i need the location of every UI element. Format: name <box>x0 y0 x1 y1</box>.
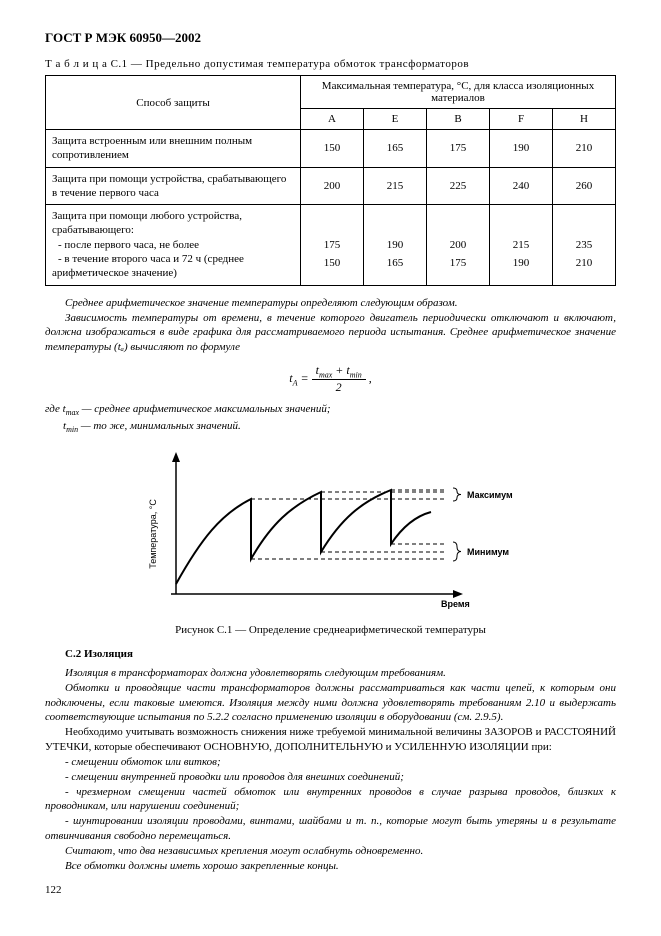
chart-caption: Рисунок С.1 — Определение среднеарифмети… <box>45 624 616 636</box>
v: 210 <box>559 257 609 269</box>
cell: 200 <box>301 167 364 205</box>
cell: 225 <box>427 167 490 205</box>
temperature-table: Способ защиты Максимальная температура, … <box>45 75 616 286</box>
cell: 175 <box>427 130 490 168</box>
f-tail: , <box>366 371 372 385</box>
c2-p2: Обмотки и проводящие части трансформатор… <box>45 681 616 726</box>
svg-text:Минимум: Минимум <box>467 547 509 557</box>
v: 190 <box>496 257 546 269</box>
cell: 240 <box>490 167 553 205</box>
cell: 200 175 <box>427 205 490 285</box>
temperature-chart-svg: Температура, °С Время Максимум Минимум <box>141 444 521 614</box>
col-method: Способ защиты <box>46 76 301 130</box>
cell: 235 210 <box>553 205 616 285</box>
v: 150 <box>307 257 357 269</box>
doc-id: ГОСТ Р МЭК 60950—2002 <box>45 30 616 46</box>
class-e: E <box>364 109 427 130</box>
v: 175 <box>433 257 483 269</box>
cell: 175 150 <box>301 205 364 285</box>
f-plus: + <box>332 363 346 377</box>
formula: tA = tmax + tmin2 , <box>45 363 616 395</box>
v: 190 <box>370 239 420 251</box>
f-s2: min <box>350 370 362 379</box>
c2-p4: Считают, что два независимых крепления м… <box>45 844 616 859</box>
row3-sub1: - после первого часа, не более <box>58 239 199 251</box>
para-avg-desc: Зависимость температуры от времени, в те… <box>45 311 616 356</box>
c2-li2: - смещении внутренней проводки или прово… <box>45 770 616 785</box>
c2-p3: Необходимо учитывать возможность снижени… <box>45 725 616 755</box>
row3-sub2: - в течение второго часа и 72 ч (среднее… <box>52 253 244 279</box>
cell: 165 <box>364 130 427 168</box>
v: 235 <box>559 239 609 251</box>
class-a: A <box>301 109 364 130</box>
class-f: F <box>490 109 553 130</box>
cell: 210 <box>553 130 616 168</box>
v: 165 <box>370 257 420 269</box>
v: 175 <box>307 239 357 251</box>
page-number: 122 <box>45 884 616 896</box>
w1a: где t <box>45 403 66 415</box>
chart: Температура, °С Время Максимум Минимум <box>45 444 616 619</box>
where-2: tmin — то же, минимальных значений. <box>63 420 616 434</box>
cell: 215 190 <box>490 205 553 285</box>
c2-p1: Изоляция в трансформаторах должна удовле… <box>45 666 616 681</box>
w2b: — то же, минимальных значений. <box>78 420 241 432</box>
section-c2-heading: С.2 Изоляция <box>65 648 616 660</box>
row1-label: Защита встроенным или внешним полным соп… <box>46 130 301 168</box>
f-s1: max <box>319 370 332 379</box>
table-row: Защита при помощи любого устройства, сра… <box>46 205 616 285</box>
para-avg-intro: Среднее арифметическое значение температ… <box>45 296 616 311</box>
c2-li4: - шунтировании изоляции проводами, винта… <box>45 814 616 844</box>
cell: 150 <box>301 130 364 168</box>
w2s: min <box>66 425 78 434</box>
where-1: где tmax — среднее арифметическое максим… <box>45 403 616 417</box>
v: 215 <box>496 239 546 251</box>
row2-label: Защита при помощи устройства, срабатываю… <box>46 167 301 205</box>
table-caption: Т а б л и ц а С.1 — Предельно допустимая… <box>45 58 616 70</box>
cell: 190 <box>490 130 553 168</box>
cell: 215 <box>364 167 427 205</box>
c2-p5: Все обмотки должны иметь хорошо закрепле… <box>45 859 616 874</box>
page: ГОСТ Р МЭК 60950—2002 Т а б л и ц а С.1 … <box>0 0 661 916</box>
svg-text:Максимум: Максимум <box>467 490 513 500</box>
c2-p3a: Необходимо учитывать возможность снижени… <box>45 726 616 753</box>
table-row: Защита встроенным или внешним полным соп… <box>46 130 616 168</box>
cell: 260 <box>553 167 616 205</box>
class-h: H <box>553 109 616 130</box>
table-row: Защита при помощи устройства, срабатываю… <box>46 167 616 205</box>
w1s: max <box>66 409 79 418</box>
cell: 190 165 <box>364 205 427 285</box>
svg-text:Температура, °С: Температура, °С <box>148 499 158 569</box>
c2-li1: - смещении обмоток или витков; <box>45 755 616 770</box>
v: 200 <box>433 239 483 251</box>
w1b: — среднее арифметическое максимальных зн… <box>79 403 330 415</box>
class-b: B <box>427 109 490 130</box>
f-den: 2 <box>312 380 366 395</box>
col-group: Максимальная температура, °С, для класса… <box>301 76 616 109</box>
row3-intro: Защита при помощи любого устройства, сра… <box>52 210 242 236</box>
row3-label: Защита при помощи любого устройства, сра… <box>46 205 301 285</box>
f-eq: = <box>298 371 312 385</box>
c2-li3: - чрезмерном смещении частей обмоток или… <box>45 785 616 815</box>
svg-text:Время: Время <box>441 599 470 609</box>
